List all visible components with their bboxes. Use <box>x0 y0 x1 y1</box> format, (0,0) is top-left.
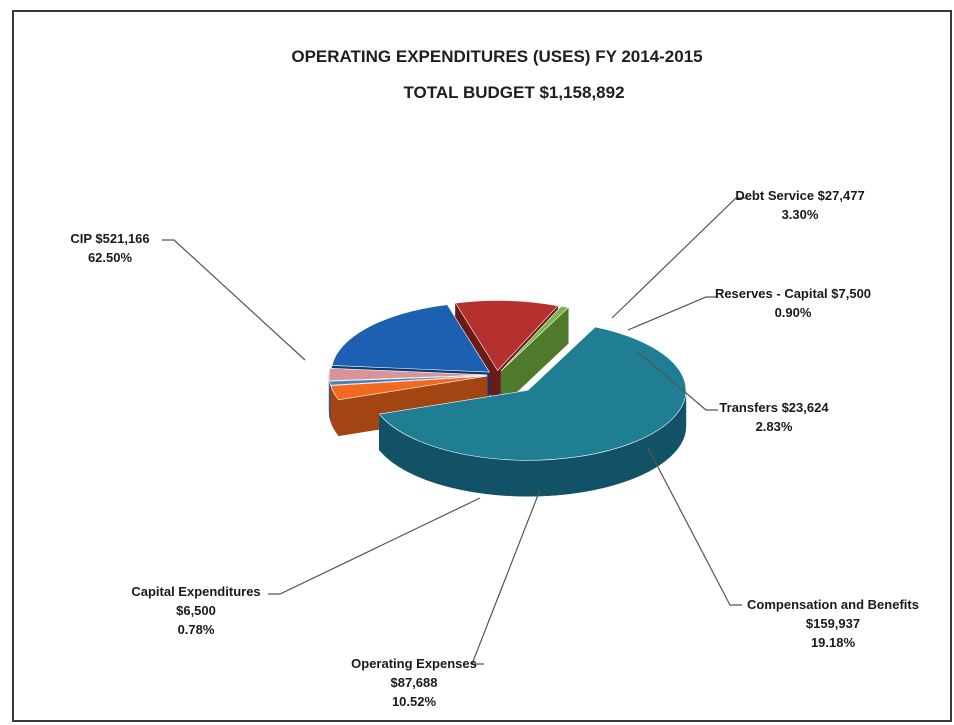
pie-slice <box>500 305 569 372</box>
slice-label-name: Reserves - Capital $7,500 <box>715 286 871 301</box>
chart-subtitle: TOTAL BUDGET $1,158,892 <box>403 83 624 102</box>
slice-label-percent: 19.18% <box>811 635 856 650</box>
slice-label-name: Transfers $23,624 <box>719 400 829 415</box>
slice-label-name: Operating Expenses <box>351 656 477 671</box>
pie-slice <box>331 304 490 373</box>
leader-line <box>268 497 481 595</box>
slice-label-percent: 2.83% <box>756 419 793 434</box>
leader-line <box>471 489 541 665</box>
leader-line <box>637 351 718 411</box>
chart-title: OPERATING EXPENDITURES (USES) FY 2014-20… <box>291 47 702 66</box>
leader-line <box>611 197 748 319</box>
leader-line <box>162 239 306 361</box>
slice-label-amount: $159,937 <box>806 616 860 631</box>
slice-label-percent: 10.52% <box>392 694 437 709</box>
leader-line <box>647 447 742 606</box>
slice-label-percent: 3.30% <box>782 207 819 222</box>
pie-slice <box>454 300 559 371</box>
slice-label-name: CIP $521,166 <box>70 231 149 246</box>
slice-label-name: Compensation and Benefits <box>747 597 919 612</box>
slice-label-amount: $87,688 <box>391 675 438 690</box>
pie-slice <box>378 326 687 461</box>
slice-label-percent: 0.90% <box>775 305 812 320</box>
slice-label-name: Debt Service $27,477 <box>735 188 864 203</box>
slice-label-percent: 0.78% <box>178 622 215 637</box>
slice-label-amount: $6,500 <box>176 603 216 618</box>
pie-slice <box>329 375 488 386</box>
pie-slice <box>330 375 488 401</box>
slice-label-percent: 62.50% <box>88 250 133 265</box>
slice-label-name: Capital Expenditures <box>131 584 260 599</box>
pie-slice <box>328 367 488 382</box>
leader-line <box>627 296 718 331</box>
